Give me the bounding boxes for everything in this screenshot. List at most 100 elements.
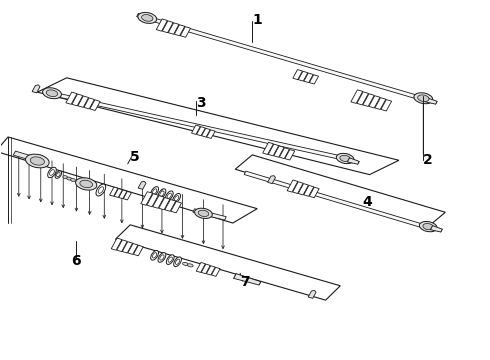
Ellipse shape — [56, 172, 60, 177]
Polygon shape — [116, 225, 340, 300]
Polygon shape — [133, 245, 143, 256]
Polygon shape — [351, 90, 363, 103]
Ellipse shape — [183, 262, 188, 265]
Polygon shape — [196, 127, 205, 136]
Ellipse shape — [414, 93, 433, 104]
Ellipse shape — [198, 210, 209, 216]
Ellipse shape — [49, 170, 54, 175]
Polygon shape — [193, 209, 226, 220]
Polygon shape — [363, 94, 374, 107]
Ellipse shape — [55, 171, 62, 178]
Ellipse shape — [138, 13, 157, 23]
Polygon shape — [234, 274, 261, 285]
Polygon shape — [168, 23, 179, 34]
Polygon shape — [244, 171, 432, 230]
Polygon shape — [375, 98, 386, 109]
Polygon shape — [78, 96, 89, 107]
Polygon shape — [274, 146, 284, 157]
Polygon shape — [123, 192, 131, 200]
Ellipse shape — [152, 253, 157, 258]
Text: 4: 4 — [362, 194, 372, 208]
Polygon shape — [196, 262, 205, 273]
Polygon shape — [117, 240, 127, 252]
Polygon shape — [13, 151, 31, 160]
Polygon shape — [156, 19, 168, 31]
Ellipse shape — [151, 251, 158, 260]
Polygon shape — [304, 73, 313, 82]
Polygon shape — [171, 202, 181, 213]
Ellipse shape — [195, 208, 212, 219]
Polygon shape — [153, 195, 164, 208]
Polygon shape — [44, 90, 353, 162]
Ellipse shape — [188, 264, 193, 267]
Ellipse shape — [152, 189, 157, 194]
Polygon shape — [141, 192, 152, 205]
Polygon shape — [279, 148, 290, 159]
Polygon shape — [165, 199, 176, 211]
Polygon shape — [111, 238, 122, 250]
Ellipse shape — [142, 14, 153, 21]
Ellipse shape — [160, 191, 164, 196]
Ellipse shape — [96, 184, 106, 196]
Ellipse shape — [175, 259, 180, 264]
Polygon shape — [114, 189, 122, 198]
Polygon shape — [430, 226, 442, 232]
Polygon shape — [263, 142, 273, 154]
Polygon shape — [309, 187, 319, 198]
Polygon shape — [235, 155, 445, 226]
Polygon shape — [192, 125, 200, 134]
Polygon shape — [287, 180, 298, 192]
Polygon shape — [159, 198, 170, 210]
Polygon shape — [84, 98, 95, 109]
Ellipse shape — [423, 224, 434, 230]
Ellipse shape — [98, 187, 103, 193]
Polygon shape — [122, 242, 133, 253]
Polygon shape — [308, 291, 316, 298]
Text: 7: 7 — [240, 275, 250, 289]
Ellipse shape — [75, 178, 97, 190]
Polygon shape — [207, 130, 215, 139]
Ellipse shape — [340, 156, 350, 162]
Ellipse shape — [172, 193, 180, 203]
Polygon shape — [138, 181, 146, 189]
Text: 6: 6 — [72, 254, 81, 268]
Polygon shape — [293, 69, 302, 80]
Ellipse shape — [336, 153, 354, 164]
Text: 1: 1 — [252, 13, 262, 27]
Polygon shape — [357, 92, 368, 105]
Polygon shape — [347, 158, 359, 164]
Text: 2: 2 — [423, 153, 433, 167]
Ellipse shape — [47, 90, 58, 96]
Polygon shape — [174, 25, 185, 36]
Ellipse shape — [151, 186, 158, 196]
Ellipse shape — [48, 167, 56, 178]
Ellipse shape — [419, 221, 437, 232]
Polygon shape — [201, 264, 210, 274]
Polygon shape — [293, 182, 303, 193]
Polygon shape — [298, 184, 309, 195]
Ellipse shape — [80, 180, 93, 188]
Ellipse shape — [67, 177, 72, 180]
Ellipse shape — [167, 193, 171, 198]
Polygon shape — [309, 75, 318, 84]
Polygon shape — [298, 71, 308, 81]
Polygon shape — [90, 100, 100, 111]
Polygon shape — [0, 137, 257, 223]
Polygon shape — [72, 94, 83, 106]
Text: 5: 5 — [130, 150, 140, 164]
Ellipse shape — [174, 195, 179, 201]
Ellipse shape — [63, 176, 68, 179]
Polygon shape — [180, 27, 191, 37]
Polygon shape — [66, 92, 77, 104]
Polygon shape — [424, 98, 437, 104]
Ellipse shape — [71, 179, 75, 181]
Ellipse shape — [158, 253, 166, 262]
Ellipse shape — [166, 255, 174, 265]
Polygon shape — [381, 100, 392, 111]
Text: 3: 3 — [196, 96, 206, 110]
Polygon shape — [304, 185, 314, 196]
Ellipse shape — [168, 257, 172, 262]
Polygon shape — [32, 85, 40, 93]
Polygon shape — [201, 128, 210, 137]
Polygon shape — [37, 78, 399, 175]
